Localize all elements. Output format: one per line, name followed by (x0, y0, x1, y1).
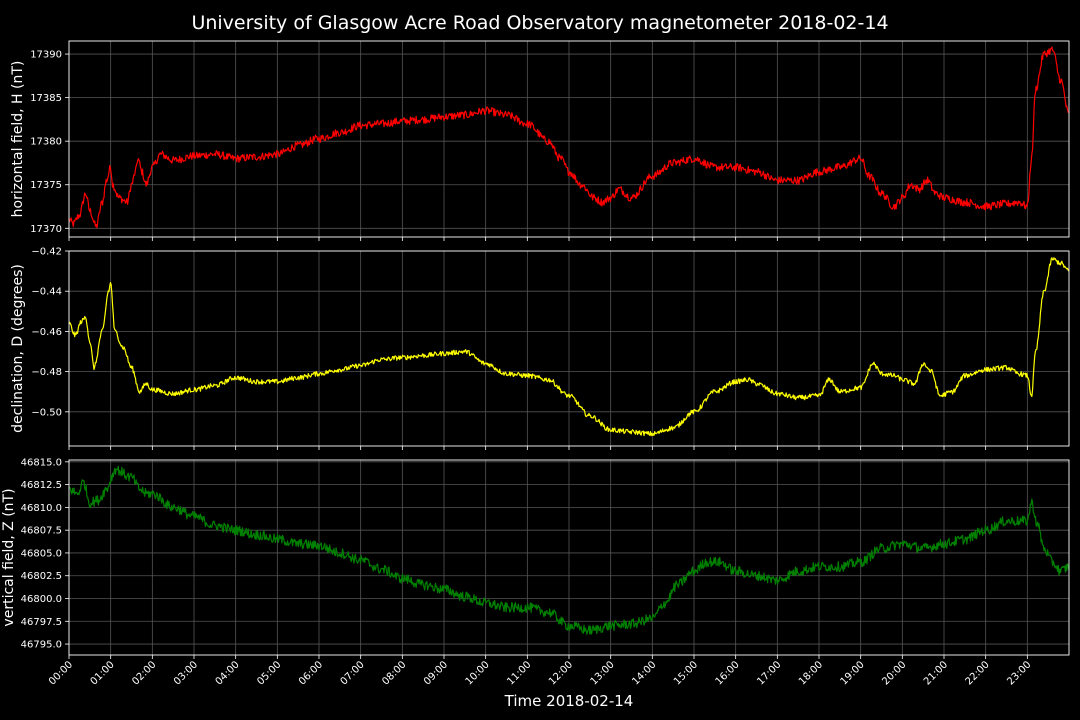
y-axis-label: horizontal field, H (nT) (10, 61, 26, 218)
series-line-D (68, 257, 1070, 437)
y-tick-label: −0.42 (31, 247, 62, 258)
series-line-H (68, 46, 1070, 229)
x-axis-label: Time 2018-02-14 (504, 692, 634, 710)
panel-H: 17370 17375 17380 17385 17390 horizontal fiel… (10, 40, 1070, 241)
panel-D: −0.50 −0.48 −0.46 −0.44 −0.42 declination, D … (10, 247, 1070, 450)
y-tick-label: −0.46 (31, 327, 62, 338)
axes-frame (68, 40, 1070, 238)
y-tick-label: 46797.5 (21, 617, 62, 628)
y-tick-label: 46810.0 (21, 503, 62, 514)
y-tick-label: 17390 (30, 50, 62, 61)
y-tick-label: 46800.0 (21, 594, 62, 605)
y-tick-label: −0.48 (31, 367, 62, 378)
figure-title: University of Glasgow Acre Road Observat… (191, 12, 888, 34)
y-tick-label: 46802.5 (21, 571, 62, 582)
y-axis-label: vertical field, Z (nT) (1, 488, 17, 626)
y-tick-label: 17370 (30, 224, 62, 235)
y-tick-label: 46812.5 (21, 480, 62, 491)
y-tick-label: 46815.0 (21, 457, 62, 468)
axes-frame (68, 459, 1070, 656)
y-tick-label: 17380 (30, 137, 62, 148)
y-tick-label: −0.50 (31, 407, 62, 418)
y-tick-label: 17385 (30, 93, 62, 104)
series-line-Z (68, 465, 1070, 635)
axes-frame (68, 250, 1070, 447)
y-axis-label: declination, D (degrees) (10, 264, 26, 433)
y-tick-label: −0.44 (31, 287, 62, 298)
y-tick-label: 17375 (30, 180, 62, 191)
y-tick-label: 46795.0 (21, 640, 62, 651)
y-tick-label: 46805.0 (21, 548, 62, 559)
y-tick-label: 46807.5 (21, 526, 62, 537)
